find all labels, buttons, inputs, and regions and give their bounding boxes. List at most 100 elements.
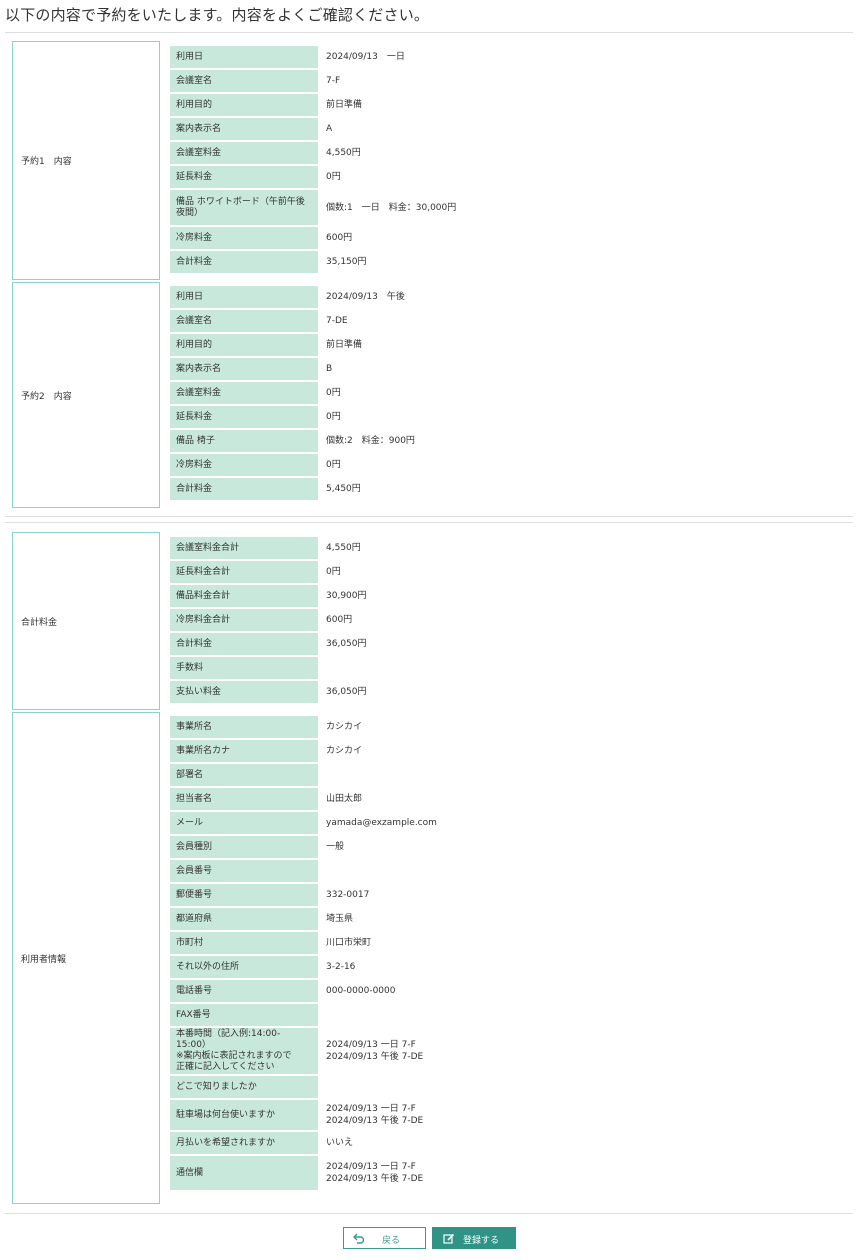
back-button[interactable]: 戻る (343, 1227, 426, 1249)
back-button-label: 戻る (382, 1236, 401, 1246)
row-key: 月払いを希望されますか (170, 1132, 318, 1154)
reservation1-label: 予約1 内容 (12, 41, 160, 280)
table-row: 手数料 (170, 657, 854, 679)
row-value: 0円 (318, 406, 854, 428)
row-value: A (318, 118, 854, 140)
row-value: 5,450円 (318, 478, 854, 500)
user-info-table: 事業所名 カシカイ 事業所名カナ カシカイ 部署名 担当者名 山田太郎 メール yamada@e… (170, 716, 854, 1192)
row-key: 会議室名 (170, 310, 318, 332)
divider (5, 522, 853, 523)
row-key: 会議室料金 (170, 142, 318, 164)
row-value: 4,550円 (318, 142, 854, 164)
table-row: 利用日 2024/09/13 午後 (170, 286, 854, 308)
row-value: 4,550円 (318, 537, 854, 559)
row-key: 駐車場は何台使いますか (170, 1100, 318, 1130)
row-value: 0円 (318, 454, 854, 476)
row-key: 会議室名 (170, 70, 318, 92)
row-value: 個数:2 料金：900円 (318, 430, 854, 452)
table-row: 冷房料金 0円 (170, 454, 854, 476)
row-value-line: 0円 (326, 567, 341, 577)
row-value-line: 3-2-16 (326, 962, 356, 972)
row-value: 川口市栄町 (318, 932, 854, 954)
user-info-label: 利用者情報 (12, 712, 160, 1204)
row-value: 600円 (318, 609, 854, 631)
table-row: 案内表示名 A (170, 118, 854, 140)
row-value: yamada@exzample.com (318, 812, 854, 834)
row-value: 一般 (318, 836, 854, 858)
row-value: 2024/09/13 午後 (318, 286, 854, 308)
row-value: カシカイ (318, 740, 854, 762)
row-value-line: 0円 (326, 460, 341, 470)
row-value-line: 0円 (326, 172, 341, 182)
table-row: 合計料金 35,150円 (170, 251, 854, 273)
table-row: 会議室料金 0円 (170, 382, 854, 404)
row-value-line: 35,150円 (326, 257, 367, 267)
row-key: 延長料金 (170, 406, 318, 428)
table-row: 会員種別 一般 (170, 836, 854, 858)
row-key: 事業所名カナ (170, 740, 318, 762)
row-value-line: 前日準備 (326, 100, 363, 110)
row-value: 35,150円 (318, 251, 854, 273)
row-value-line: 000-0000-0000 (326, 986, 396, 996)
row-key: 冷房料金 (170, 454, 318, 476)
table-row: 駐車場は何台使いますか 2024/09/13 一日 7-F 2024/09/13 午… (170, 1100, 854, 1130)
row-value-line: 個数:1 一日 料金：30,000円 (326, 202, 457, 213)
table-row: 利用目的 前日準備 (170, 334, 854, 356)
table-row: 案内表示名 B (170, 358, 854, 380)
row-value: 前日準備 (318, 334, 854, 356)
row-value-line: B (326, 364, 333, 374)
reservation1-table: 利用日 2024/09/13 一日 会議室名 7-F 利用目的 前日準備 案内表示名 A 会議室… (170, 46, 854, 275)
row-value: 埼玉県 (318, 908, 854, 930)
table-row: 月払いを希望されますか いいえ (170, 1132, 854, 1154)
divider (5, 516, 853, 517)
row-value: 前日準備 (318, 94, 854, 116)
row-value: B (318, 358, 854, 380)
row-key: 利用日 (170, 286, 318, 308)
divider (5, 32, 853, 33)
row-value: いいえ (318, 1132, 854, 1154)
row-key: 利用目的 (170, 334, 318, 356)
row-value: 7-F (318, 70, 854, 92)
row-value-line: 2024/09/13 一日 7-F (326, 1162, 416, 1172)
row-value: 000-0000-0000 (318, 980, 854, 1002)
row-key: 案内表示名 (170, 358, 318, 380)
row-value: 7-DE (318, 310, 854, 332)
register-button[interactable]: 登録する (432, 1227, 516, 1249)
row-value-line: 600円 (326, 233, 353, 243)
row-value-line: カシカイ (326, 722, 363, 732)
reservation2-table: 利用日 2024/09/13 午後 会議室名 7-DE 利用目的 前日準備 案内表示名 B 会議… (170, 286, 854, 502)
row-key: それ以外の住所 (170, 956, 318, 978)
row-value (318, 860, 854, 882)
row-value: 600円 (318, 227, 854, 249)
table-row: 備品料金合計 30,900円 (170, 585, 854, 607)
totals-label: 合計料金 (12, 532, 160, 710)
table-row: 担当者名 山田太郎 (170, 788, 854, 810)
row-value-line: 2024/09/13 午後 7-DE (326, 1116, 424, 1126)
row-key: 合計料金 (170, 478, 318, 500)
table-row: 会議室名 7-DE (170, 310, 854, 332)
row-key: 支払い料金 (170, 681, 318, 703)
row-value-line: いいえ (326, 1138, 354, 1148)
row-key: 市町村 (170, 932, 318, 954)
table-row: 合計料金 36,050円 (170, 633, 854, 655)
table-row: 支払い料金 36,050円 (170, 681, 854, 703)
table-row: 冷房料金合計 600円 (170, 609, 854, 631)
table-row: どこで知りましたか (170, 1076, 854, 1098)
row-value-line: 0円 (326, 412, 341, 422)
table-row: 都道府県 埼玉県 (170, 908, 854, 930)
row-key: 本番時間（記入例:14:00-15:00） ※案内板に表記されますので 正確に記… (170, 1028, 318, 1074)
row-key: 利用日 (170, 46, 318, 68)
row-key: 手数料 (170, 657, 318, 679)
row-key: 合計料金 (170, 633, 318, 655)
row-value-line: 4,550円 (326, 543, 361, 553)
row-value-line: カシカイ (326, 746, 363, 756)
row-value-line: 一般 (326, 842, 345, 852)
row-value-line: yamada@exzample.com (326, 818, 437, 828)
row-value-line: 埼玉県 (326, 914, 354, 924)
row-value-line: 個数:2 料金：900円 (326, 436, 415, 446)
table-row: 延長料金合計 0円 (170, 561, 854, 583)
table-row: 利用日 2024/09/13 一日 (170, 46, 854, 68)
row-value: 2024/09/13 一日 7-F 2024/09/13 午後 7-DE (318, 1028, 854, 1074)
totals-table: 会議室料金合計 4,550円 延長料金合計 0円 備品料金合計 30,900円 冷房料金合計… (170, 537, 854, 705)
row-key: 冷房料金 (170, 227, 318, 249)
